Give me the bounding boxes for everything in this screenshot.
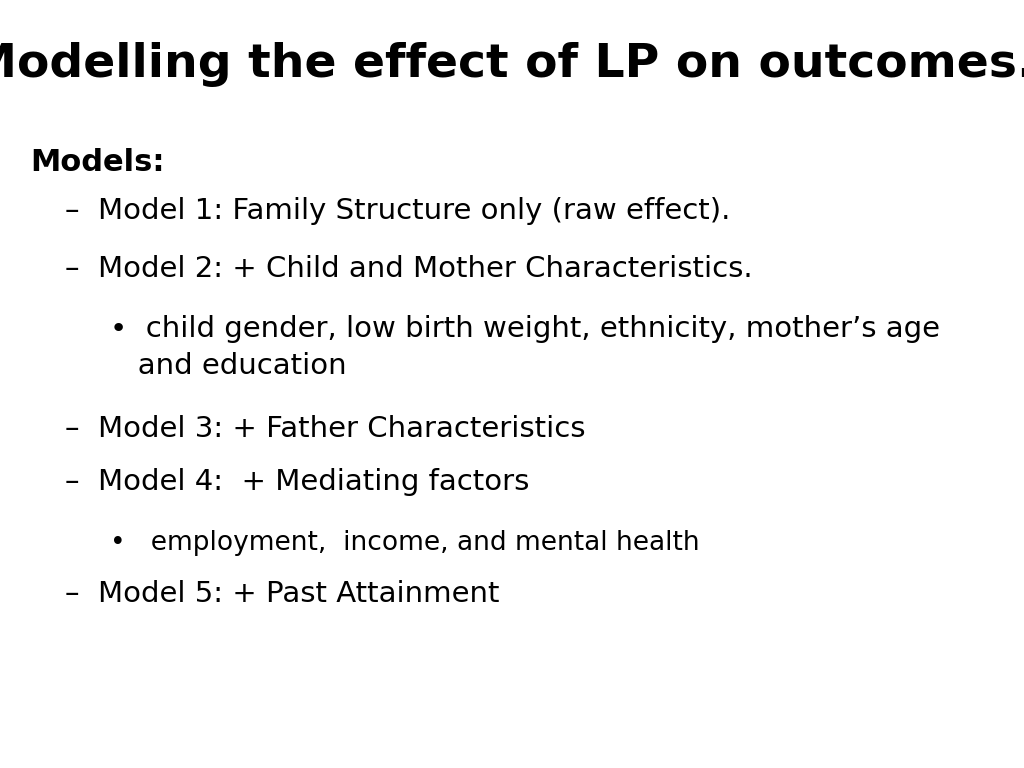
Text: –  Model 4:  + Mediating factors: – Model 4: + Mediating factors xyxy=(65,468,528,496)
Text: –  Model 5: + Past Attainment: – Model 5: + Past Attainment xyxy=(65,580,499,607)
Text: –  Model 1: Family Structure only (raw effect).: – Model 1: Family Structure only (raw ef… xyxy=(65,197,730,225)
Text: –  Model 2: + Child and Mother Characteristics.: – Model 2: + Child and Mother Characteri… xyxy=(65,255,753,283)
Text: Modelling the effect of LP on outcomes..: Modelling the effect of LP on outcomes.. xyxy=(0,42,1024,88)
Text: •  child gender, low birth weight, ethnicity, mother’s age
   and education: • child gender, low birth weight, ethnic… xyxy=(110,315,940,379)
Text: •   employment,  income, and mental health: • employment, income, and mental health xyxy=(110,530,699,556)
Text: Models:: Models: xyxy=(31,148,165,177)
Text: –  Model 3: + Father Characteristics: – Model 3: + Father Characteristics xyxy=(65,415,585,443)
